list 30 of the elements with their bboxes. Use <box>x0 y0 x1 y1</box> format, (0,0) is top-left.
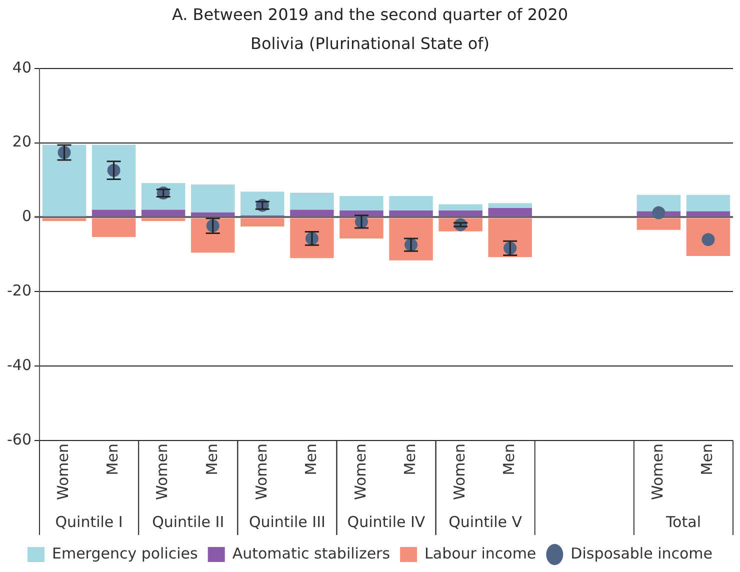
text: Total <box>664 512 701 531</box>
chart-subtitle: Bolivia (Plurinational State of) <box>250 34 490 53</box>
x-tick-label: Men <box>500 444 518 476</box>
text: Quintile I <box>55 512 123 531</box>
y-tick-label: 20 <box>12 132 32 151</box>
text: Quintile III <box>248 512 326 531</box>
y-tick-label: 0 <box>22 207 32 226</box>
x-tick-label: Men <box>202 444 221 476</box>
text: Quintile V <box>448 512 523 531</box>
x-tick-label: Women <box>153 444 172 500</box>
x-tick-label: Men <box>104 444 122 476</box>
legend-label: Labour income <box>424 544 536 562</box>
y-tick-label: -40 <box>7 356 32 374</box>
legend-label: Disposable income <box>570 544 713 562</box>
y-tick-label: -60 <box>7 430 32 448</box>
x-tick-label: Women <box>450 444 468 500</box>
y-tick-label: 40 <box>12 58 32 76</box>
legend-label: Emergency policies <box>52 544 198 562</box>
text: Quintile IV <box>347 512 426 531</box>
x-tick-label: Men <box>400 444 419 476</box>
x-tick-label: Women <box>252 444 270 500</box>
text: Quintile II <box>152 512 224 531</box>
y-tick-label: -20 <box>7 282 32 300</box>
x-tick-label: Women <box>351 444 370 500</box>
legend-label: Automatic stabilizers <box>232 544 390 562</box>
x-tick-label: Men <box>302 444 320 476</box>
x-tick-label: Women <box>54 444 72 500</box>
x-tick-label: Men <box>698 444 716 476</box>
x-tick-label: Women <box>648 444 667 500</box>
chart-title: A. Between 2019 and the second quarter of 2020 <box>172 4 568 24</box>
